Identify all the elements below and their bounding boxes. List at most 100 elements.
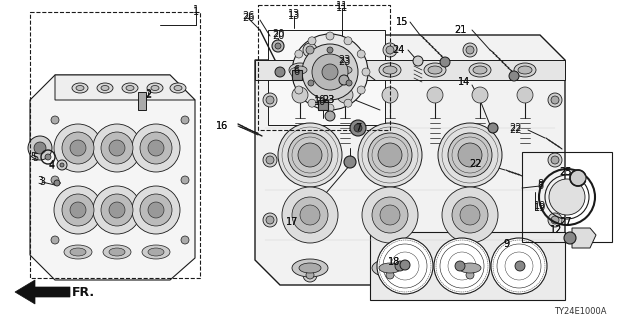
- Ellipse shape: [452, 259, 488, 277]
- Text: 3: 3: [39, 177, 45, 187]
- Circle shape: [548, 93, 562, 107]
- Bar: [292, 70, 302, 80]
- Text: 23: 23: [338, 55, 350, 65]
- Circle shape: [509, 71, 519, 81]
- Text: 21: 21: [454, 25, 466, 35]
- Text: 1: 1: [193, 7, 199, 17]
- Circle shape: [358, 123, 422, 187]
- Circle shape: [62, 132, 94, 164]
- Circle shape: [306, 46, 314, 54]
- Circle shape: [302, 44, 358, 100]
- Circle shape: [400, 260, 410, 270]
- Text: 4: 4: [49, 161, 55, 171]
- Ellipse shape: [299, 263, 321, 273]
- Circle shape: [148, 140, 164, 156]
- Text: 7: 7: [355, 123, 361, 133]
- Circle shape: [448, 133, 492, 177]
- Text: 23: 23: [322, 95, 334, 105]
- Text: 1: 1: [193, 5, 199, 15]
- Circle shape: [362, 187, 418, 243]
- Circle shape: [488, 123, 498, 133]
- Circle shape: [181, 116, 189, 124]
- Circle shape: [346, 80, 352, 86]
- Circle shape: [466, 271, 474, 279]
- Text: 7: 7: [355, 123, 361, 133]
- Text: 15: 15: [396, 17, 408, 27]
- Text: 16: 16: [216, 121, 228, 131]
- Ellipse shape: [70, 248, 86, 256]
- Text: 23: 23: [322, 95, 334, 105]
- Circle shape: [132, 124, 180, 172]
- Circle shape: [339, 75, 349, 85]
- Text: 20: 20: [272, 29, 284, 39]
- Text: 2: 2: [145, 90, 151, 100]
- Circle shape: [306, 271, 314, 279]
- Ellipse shape: [76, 85, 84, 91]
- Circle shape: [300, 205, 320, 225]
- Circle shape: [344, 156, 356, 168]
- Polygon shape: [55, 75, 195, 100]
- Circle shape: [290, 68, 298, 76]
- Circle shape: [322, 64, 338, 80]
- Text: 11: 11: [336, 3, 348, 13]
- Ellipse shape: [334, 63, 356, 77]
- Text: 19: 19: [534, 203, 546, 213]
- Circle shape: [368, 133, 412, 177]
- Circle shape: [472, 87, 488, 103]
- Text: 9: 9: [503, 239, 509, 249]
- Bar: [138, 92, 146, 110]
- Ellipse shape: [424, 63, 446, 77]
- Circle shape: [45, 154, 51, 160]
- Circle shape: [326, 104, 334, 112]
- Text: 6: 6: [293, 65, 299, 75]
- Circle shape: [70, 140, 86, 156]
- Text: 5: 5: [30, 152, 36, 162]
- Circle shape: [327, 47, 333, 53]
- Circle shape: [570, 170, 586, 186]
- Ellipse shape: [428, 66, 442, 74]
- Circle shape: [292, 87, 308, 103]
- Circle shape: [54, 180, 60, 186]
- Circle shape: [548, 213, 562, 227]
- Circle shape: [303, 43, 317, 57]
- Circle shape: [57, 160, 67, 170]
- Circle shape: [372, 197, 408, 233]
- Ellipse shape: [289, 63, 311, 77]
- Circle shape: [458, 143, 482, 167]
- Circle shape: [292, 34, 368, 110]
- Text: 19: 19: [534, 201, 546, 211]
- Circle shape: [308, 80, 314, 86]
- Ellipse shape: [103, 245, 131, 259]
- Circle shape: [551, 156, 559, 164]
- Bar: [318, 100, 328, 110]
- Text: FR.: FR.: [72, 285, 95, 299]
- Circle shape: [354, 124, 362, 132]
- Circle shape: [60, 163, 64, 167]
- Circle shape: [549, 179, 585, 215]
- Ellipse shape: [151, 85, 159, 91]
- Ellipse shape: [174, 85, 182, 91]
- Text: 21: 21: [454, 25, 466, 35]
- Text: 9: 9: [503, 239, 509, 249]
- Ellipse shape: [142, 245, 170, 259]
- Circle shape: [295, 50, 303, 58]
- Ellipse shape: [379, 63, 401, 77]
- Text: 12: 12: [550, 225, 562, 235]
- Text: 18: 18: [388, 257, 400, 267]
- Circle shape: [357, 50, 365, 58]
- Circle shape: [266, 156, 274, 164]
- Ellipse shape: [122, 83, 138, 93]
- Text: 14: 14: [458, 77, 470, 87]
- Circle shape: [93, 124, 141, 172]
- Text: 27: 27: [560, 217, 572, 227]
- Text: 22: 22: [470, 159, 483, 169]
- Ellipse shape: [72, 83, 88, 93]
- Circle shape: [292, 197, 328, 233]
- Text: 8: 8: [537, 179, 543, 189]
- Circle shape: [275, 43, 281, 49]
- Circle shape: [132, 186, 180, 234]
- Text: 27: 27: [560, 217, 572, 227]
- Ellipse shape: [383, 66, 397, 74]
- Circle shape: [308, 37, 316, 45]
- Circle shape: [463, 268, 477, 282]
